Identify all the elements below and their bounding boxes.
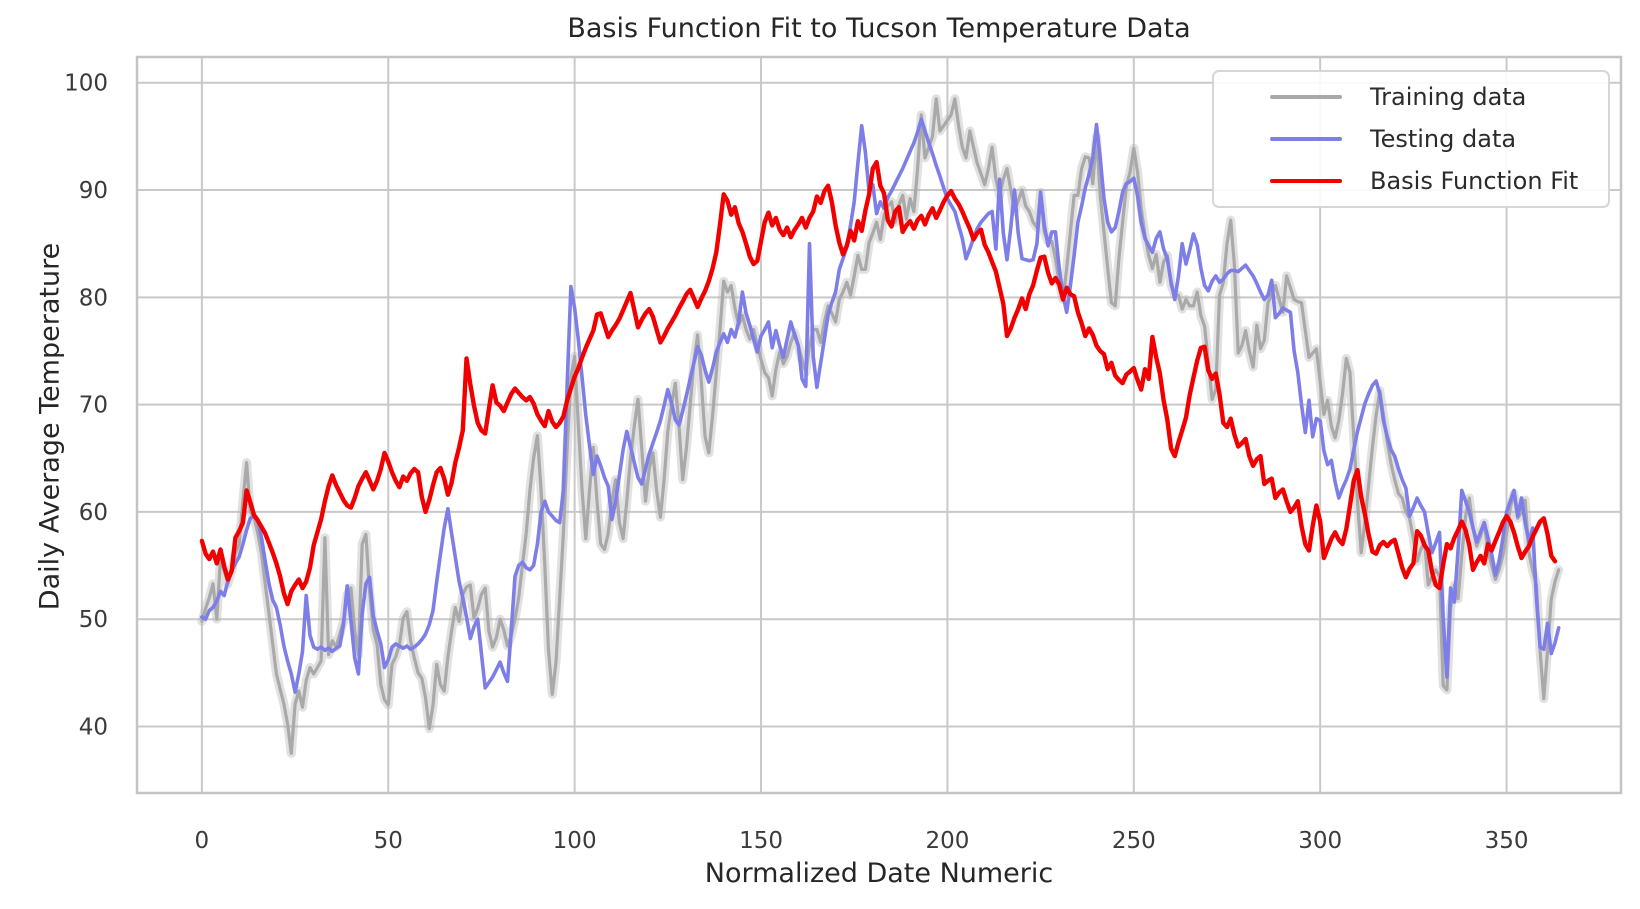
legend-label: Testing data <box>1370 125 1517 153</box>
y-tick-label: 70 <box>79 393 108 419</box>
testing-data-swatch-icon <box>1270 137 1342 141</box>
x-tick-label: 50 <box>374 828 403 854</box>
y-tick-label: 50 <box>79 607 108 633</box>
x-tick-label: 100 <box>553 828 597 854</box>
x-tick-label: 250 <box>1112 828 1156 854</box>
testing-data-line <box>200 117 1561 694</box>
x-tick-label: 300 <box>1298 828 1342 854</box>
legend-item-basis-function-fit: Basis Function Fit <box>1270 167 1608 195</box>
y-tick-label: 80 <box>79 285 108 311</box>
x-tick-label: 0 <box>195 828 210 854</box>
tick-labels: 0 50 100 150 200 250 300 350 40 50 60 70 80 90 100 <box>64 71 1528 854</box>
chart-title: Basis Function Fit to Tucson Temperature… <box>567 13 1191 44</box>
y-axis-label: Daily Average Temperature <box>34 242 66 611</box>
legend: Training data Testing data Basis Functio… <box>1212 70 1610 208</box>
y-tick-label: 60 <box>79 500 108 526</box>
x-axis-label: Normalized Date Numeric <box>704 858 1054 889</box>
training-data-line <box>200 97 1561 755</box>
legend-label: Basis Function Fit <box>1370 167 1579 195</box>
y-tick-label: 40 <box>79 714 108 740</box>
training-data-swatch-icon <box>1270 95 1342 99</box>
y-tick-label: 100 <box>64 71 108 97</box>
x-tick-label: 350 <box>1485 828 1529 854</box>
basis-function-fit-swatch-icon <box>1270 178 1342 184</box>
legend-label: Training data <box>1370 83 1527 111</box>
basis-function-fit-line <box>199 159 1558 607</box>
axes-spines <box>135 55 1623 795</box>
legend-item-testing-data: Testing data <box>1270 125 1608 153</box>
y-tick-label: 90 <box>79 178 108 204</box>
x-tick-label: 200 <box>925 828 969 854</box>
legend-item-training-data: Training data <box>1270 83 1608 111</box>
x-tick-label: 150 <box>739 828 783 854</box>
